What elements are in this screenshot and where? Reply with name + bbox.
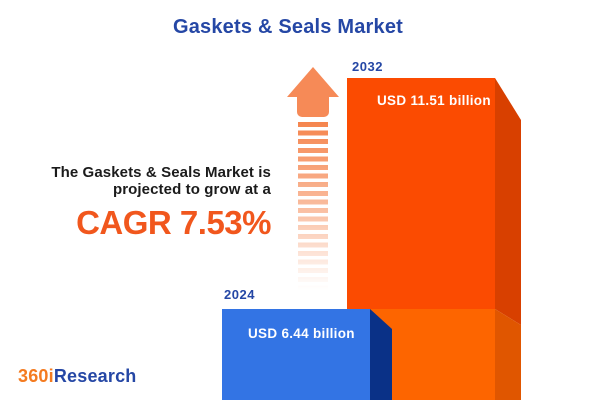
bar-2032-front-upper xyxy=(347,78,495,309)
bar-2032-side-upper xyxy=(495,78,521,325)
logo: 360iResearch xyxy=(18,366,137,387)
bar-2024-year-label: 2024 xyxy=(224,287,255,302)
bar-2032-value-label: USD 11.51 billion xyxy=(377,93,491,108)
bar-2032-side-lower xyxy=(495,309,521,400)
logo-part-360i: 360i xyxy=(18,366,54,386)
description-line-2: projected to grow at a xyxy=(112,181,271,198)
bar-2032-year-label: 2032 xyxy=(352,59,383,74)
bar-2024-value-label: USD 6.44 billion xyxy=(248,326,355,341)
bar-2024-side xyxy=(370,309,392,400)
description-block: The Gaskets & Seals Market is projected … xyxy=(0,164,271,242)
page-title: Gaskets & Seals Market xyxy=(172,16,404,38)
bar-2024-front xyxy=(222,309,370,400)
cagr-value: CAGR 7.53% xyxy=(76,204,271,241)
description-line-1: The Gaskets & Seals Market is xyxy=(51,164,271,181)
logo-part-research: Research xyxy=(53,366,137,386)
